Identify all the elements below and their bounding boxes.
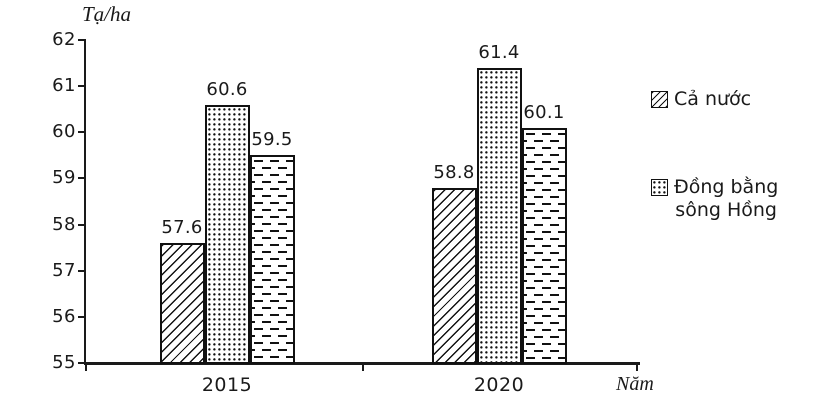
y-tick-label: 56: [52, 305, 76, 327]
legend-item: Đồng bằng sông Hồng: [651, 176, 778, 222]
chart-bar: [476, 67, 522, 364]
chart-bar: [431, 187, 477, 364]
category-label: 2020: [473, 374, 525, 396]
legend-label: Đồng bằng sông Hồng: [674, 176, 779, 221]
chart-bar: [159, 243, 205, 364]
x-tick-mark: [362, 363, 364, 371]
data-label: 61.4: [478, 41, 520, 63]
y-tick-mark: [78, 362, 86, 364]
y-tick-mark: [78, 39, 86, 41]
data-label: 60.1: [523, 101, 565, 123]
y-tick-label: 61: [52, 75, 76, 97]
data-label: 59.5: [251, 129, 293, 151]
y-axis-line: [84, 40, 86, 365]
y-tick-mark: [78, 177, 86, 180]
x-tick-mark: [85, 363, 87, 371]
data-label: 60.6: [206, 78, 248, 100]
legend-swatch-diagonal-hatch: [651, 91, 668, 108]
y-tick-label: 62: [52, 29, 76, 50]
y-tick-label: 60: [52, 121, 76, 143]
legend-label: Cả nước: [674, 88, 752, 110]
y-tick-mark: [78, 131, 86, 134]
y-axis-title: Tạ/ha: [82, 2, 132, 26]
data-label: 58.8: [433, 161, 475, 183]
y-tick-mark: [78, 315, 86, 318]
legend-swatch-dots: [651, 179, 668, 196]
x-axis-title: Năm: [616, 373, 654, 395]
y-tick-label: 55: [52, 352, 76, 373]
x-tick-mark: [636, 363, 638, 371]
y-tick-label: 58: [52, 213, 76, 235]
chart-bar: [521, 127, 567, 364]
legend-item: Cả nước: [651, 88, 751, 111]
chart-bar: [204, 104, 250, 364]
y-tick-mark: [78, 223, 86, 226]
y-tick-label: 57: [52, 259, 76, 281]
y-tick-mark: [78, 85, 86, 88]
y-tick-label: 59: [52, 167, 76, 189]
chart-bar: [249, 155, 295, 364]
data-label: 57.6: [161, 217, 203, 239]
y-tick-mark: [78, 269, 86, 272]
category-label: 2015: [201, 374, 253, 396]
